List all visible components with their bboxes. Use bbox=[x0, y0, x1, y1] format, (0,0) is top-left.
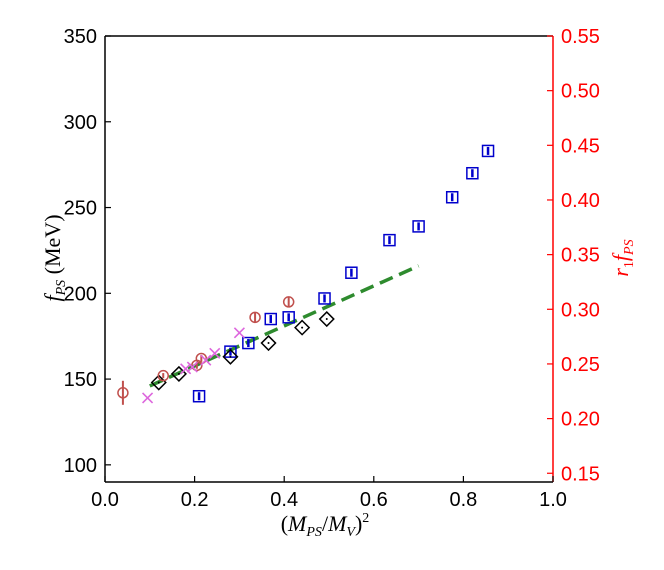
circle-marker bbox=[249, 311, 261, 324]
square-point bbox=[412, 220, 425, 233]
square-marker bbox=[282, 311, 295, 324]
cross-marker-b bbox=[209, 347, 221, 359]
square-point bbox=[264, 312, 278, 326]
x-tick-label: 0.0 bbox=[91, 489, 119, 511]
cross-point bbox=[233, 327, 245, 339]
square-marker bbox=[264, 312, 278, 326]
square-point bbox=[466, 166, 479, 180]
circle-point bbox=[282, 296, 295, 308]
diamond-center bbox=[229, 355, 232, 358]
circle-marker bbox=[282, 296, 295, 308]
data-marks bbox=[117, 144, 495, 405]
svg-text:r1fPS: r1fPS bbox=[608, 239, 637, 276]
plot-frame bbox=[104, 35, 554, 483]
y-left-tick-label: 200 bbox=[64, 283, 97, 305]
square-marker bbox=[466, 166, 479, 180]
cross-point bbox=[180, 363, 192, 375]
fit-line-layer bbox=[149, 264, 420, 388]
y-right-tick-label: 0.15 bbox=[561, 463, 600, 485]
y-left-tick-label: 150 bbox=[64, 369, 97, 391]
y-right-tick-label: 0.45 bbox=[561, 135, 600, 157]
fit-line bbox=[149, 264, 420, 388]
svg-text:fPS (MeV): fPS (MeV) bbox=[40, 214, 69, 301]
square-marker bbox=[445, 190, 459, 204]
circle-marker bbox=[157, 369, 169, 382]
x-tick-label: 0.6 bbox=[360, 489, 388, 511]
y-right-tick-label: 0.55 bbox=[561, 26, 600, 48]
cross-marker-b bbox=[233, 327, 245, 339]
diamond-marker bbox=[294, 319, 311, 336]
square-point bbox=[192, 389, 206, 403]
y-left-tick-label: 350 bbox=[64, 26, 97, 48]
circle-marker bbox=[117, 387, 129, 399]
diamond-point bbox=[222, 348, 239, 365]
cross-marker-b bbox=[180, 363, 192, 375]
diamond-point bbox=[294, 319, 311, 336]
square-marker bbox=[412, 220, 425, 233]
y-axis-title-left: fPS (MeV) bbox=[40, 214, 69, 301]
square-marker bbox=[192, 389, 206, 403]
circle-point bbox=[157, 369, 169, 382]
x-tick-label: 0.2 bbox=[181, 489, 209, 511]
square-point bbox=[282, 311, 295, 324]
y-left-tick-label: 100 bbox=[64, 455, 97, 477]
y-left-tick-label: 250 bbox=[64, 198, 97, 220]
y-right-tick-label: 0.50 bbox=[561, 81, 600, 103]
diamond-marker bbox=[260, 334, 277, 352]
circle-marker bbox=[195, 352, 208, 365]
cross-point bbox=[141, 392, 154, 404]
x-tick-label: 0.4 bbox=[270, 489, 298, 511]
square-point bbox=[345, 266, 358, 279]
diamond-center bbox=[267, 342, 270, 345]
y-right-tick-label: 0.40 bbox=[561, 190, 600, 212]
y-right-tick-label: 0.35 bbox=[561, 245, 600, 267]
diamond-marker bbox=[318, 310, 335, 328]
square-marker bbox=[383, 233, 396, 247]
y-right-tick-label: 0.30 bbox=[561, 299, 600, 321]
square-point bbox=[481, 144, 495, 158]
y-right-tick-label: 0.25 bbox=[561, 354, 600, 376]
square-point bbox=[318, 292, 331, 305]
square-marker bbox=[481, 144, 495, 158]
x-axis-title: (MPS/MV)2 bbox=[281, 511, 370, 540]
y-axis-title-right: r1fPS bbox=[608, 239, 637, 276]
circle-point bbox=[117, 380, 129, 405]
square-marker bbox=[318, 292, 331, 305]
cross-point bbox=[186, 361, 198, 373]
diamond-center bbox=[325, 318, 328, 321]
square-point bbox=[242, 336, 255, 350]
cross-point bbox=[200, 354, 212, 366]
x-tick-label: 0.8 bbox=[449, 489, 477, 511]
x-tick-label: 1.0 bbox=[539, 489, 567, 511]
circle-point bbox=[249, 311, 261, 324]
diamond-center bbox=[177, 372, 180, 375]
square-marker bbox=[345, 266, 358, 279]
diamond-marker bbox=[222, 348, 239, 365]
square-marker bbox=[242, 336, 255, 350]
diamond-center bbox=[157, 381, 160, 384]
cross-marker-b bbox=[141, 392, 154, 404]
diamond-point bbox=[260, 334, 277, 352]
square-point bbox=[383, 233, 396, 247]
square-point bbox=[445, 190, 459, 204]
cross-point bbox=[209, 347, 221, 359]
axes: 0.0 0.2 0.4 0.6 0.8 1.0 100 150 200 250 300 350 0.15… bbox=[64, 26, 600, 511]
diamond-point bbox=[318, 310, 335, 328]
cross-marker-b bbox=[200, 354, 212, 366]
y-left-tick-label: 300 bbox=[64, 112, 97, 134]
cross-marker-b bbox=[186, 361, 198, 373]
diamond-center bbox=[301, 326, 304, 329]
y-right-tick-label: 0.20 bbox=[561, 409, 600, 431]
